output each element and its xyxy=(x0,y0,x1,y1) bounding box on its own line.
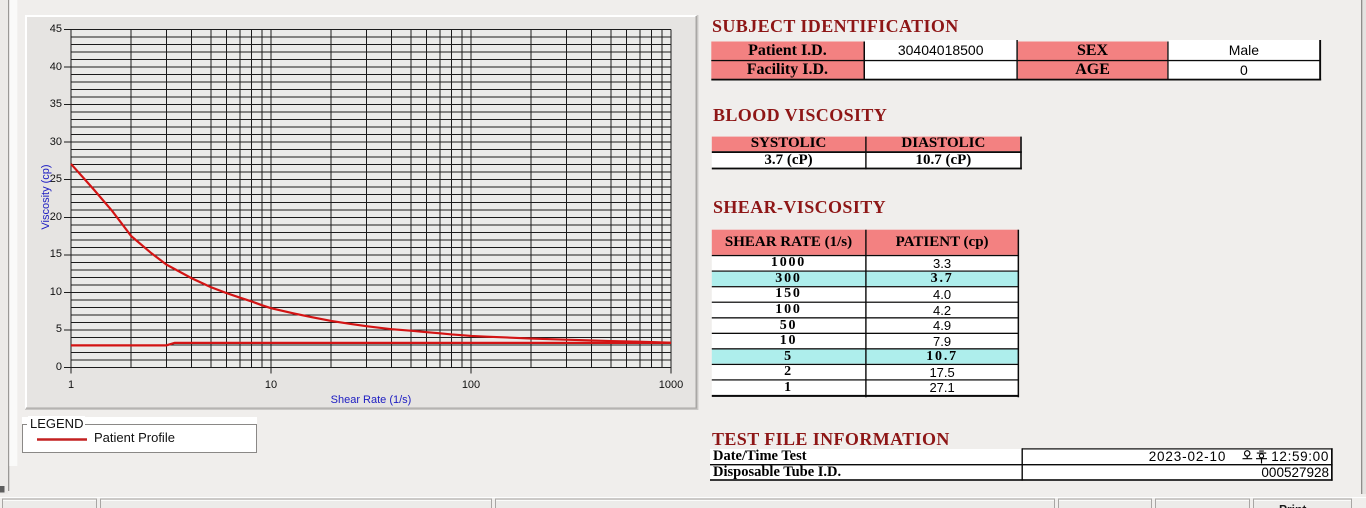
svg-text:Print: Print xyxy=(1279,503,1306,508)
